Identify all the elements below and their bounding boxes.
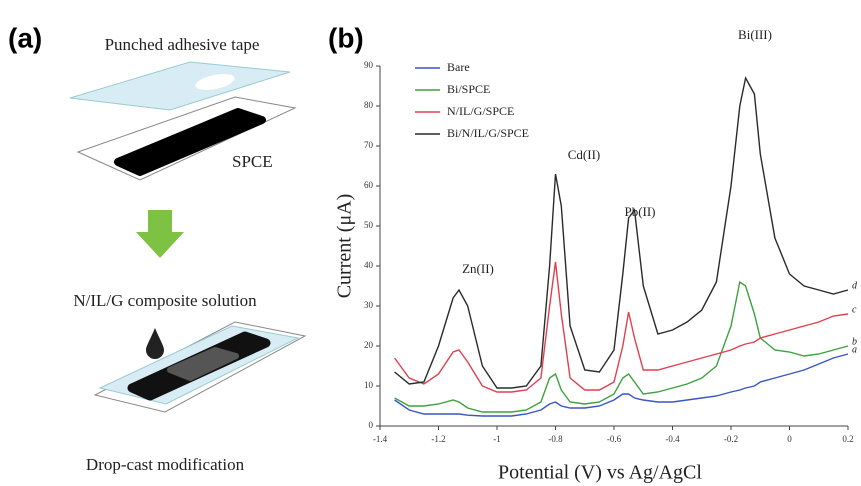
legend-label: Bi/SPCE: [447, 82, 490, 96]
legend-label: Bi/N/IL/G/SPCE: [447, 126, 529, 140]
line: [394, 280, 849, 413]
modified-electrode: [93, 321, 307, 413]
y-tick-label: 50: [364, 220, 374, 230]
drop: [146, 328, 164, 359]
y-tick-label: 80: [364, 100, 374, 110]
x-tick-label: -1: [493, 434, 501, 444]
y-tick-label: 60: [364, 180, 374, 190]
tape-label: Punched adhesive tape: [105, 35, 260, 54]
x-tick-label: 0: [787, 434, 792, 444]
y-tick-label: 30: [364, 300, 374, 310]
x-tick-label: -1.2: [431, 434, 445, 444]
y-tick-label: 40: [364, 260, 374, 270]
end-label: a: [852, 344, 857, 355]
panel-label: (b): [328, 22, 364, 53]
legend-label: N/IL/G/SPCE: [447, 104, 514, 118]
x-tick-label: -1.4: [373, 434, 388, 444]
step-label: Drop-cast modification: [86, 455, 245, 474]
y-tick-label: 20: [364, 340, 374, 350]
end-label: c: [852, 304, 857, 315]
y-tick-label: 70: [364, 140, 374, 150]
line: [394, 76, 849, 389]
y-tick-label: 90: [364, 60, 374, 70]
line: [394, 261, 849, 393]
electrode-label: SPCE: [232, 152, 273, 171]
x-tick-label: -0.2: [724, 434, 738, 444]
tape-illustration: [69, 61, 291, 111]
x-tick-label: -0.4: [665, 434, 680, 444]
panel-label: (a): [8, 22, 42, 53]
peak-label: Zn(II): [462, 261, 494, 276]
y-tick-label: 10: [364, 380, 374, 390]
electrode-illustration: [76, 96, 297, 181]
solution-label: N/IL/G composite solution: [73, 291, 257, 310]
peak-label: Cd(II): [568, 147, 601, 162]
end-label: d: [852, 280, 858, 291]
y-axis-label: Current (μA): [334, 194, 356, 299]
x-tick-label: -0.8: [548, 434, 563, 444]
y-tick-label: 0: [369, 420, 374, 430]
line: [394, 353, 849, 417]
x-tick-label: -0.6: [607, 434, 622, 444]
x-tick-label: 0.2: [842, 434, 853, 444]
peak-label: Bi(III): [738, 27, 772, 42]
peak-label: Pb(II): [624, 204, 655, 219]
legend-label: Bare: [447, 60, 470, 74]
x-axis-label: Potential (V) vs Ag/AgCl: [498, 462, 702, 484]
arrow: [136, 210, 184, 258]
end-label: b: [852, 336, 857, 347]
